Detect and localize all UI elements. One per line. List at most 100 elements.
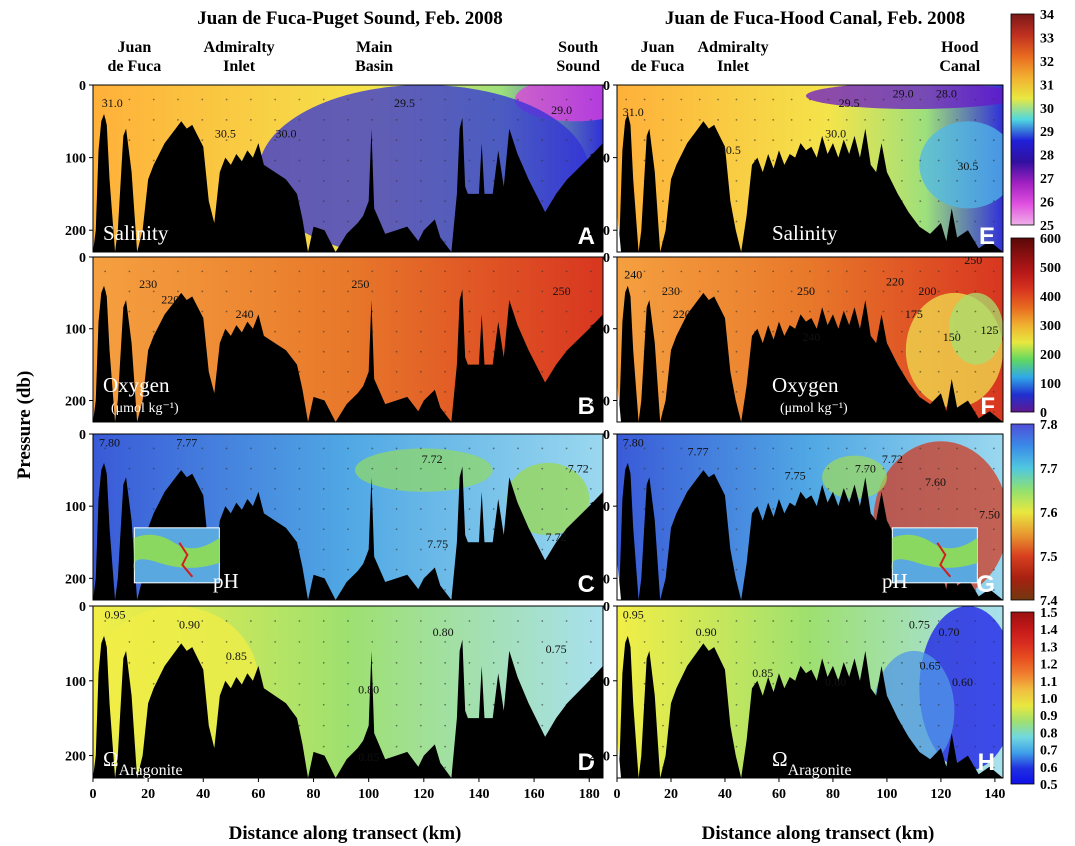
sample-dot	[128, 139, 131, 142]
white-gap	[617, 382, 622, 422]
sample-dot	[419, 548, 422, 551]
sample-dot	[919, 390, 922, 393]
sample-dot	[827, 139, 830, 142]
sample-dot	[225, 640, 228, 643]
bathymetry	[93, 635, 603, 778]
white-gap	[617, 212, 622, 252]
colorbar-tick-label: 0.7	[1040, 744, 1058, 759]
sample-dot	[809, 447, 811, 450]
x-tick-label: 20	[141, 787, 155, 802]
colorbar-ramp	[1010, 237, 1035, 413]
contour-label: 28.0	[936, 86, 957, 100]
y-axis-label: Pressure (db)	[14, 371, 35, 480]
sample-dot	[152, 330, 155, 333]
contour-label: 240	[802, 330, 820, 344]
sample-dot	[901, 487, 903, 490]
sample-dot	[919, 467, 922, 470]
sample-dot	[298, 508, 301, 510]
sample-dot	[698, 118, 701, 121]
sample-dot	[395, 330, 398, 333]
sample-dot	[937, 724, 940, 727]
sample-dot	[717, 118, 719, 121]
sample-dot	[249, 290, 252, 293]
sample-dot	[662, 350, 664, 353]
sample-dot	[541, 703, 544, 706]
x-tick-label: 140	[468, 787, 489, 802]
sample-dot	[517, 139, 519, 142]
colorbar-tick-label: 7.7	[1040, 462, 1058, 477]
sample-dot	[444, 766, 447, 769]
sample-dot	[419, 390, 422, 393]
sample-dot	[992, 640, 995, 643]
sample-dot	[444, 528, 447, 531]
sample-dot	[201, 467, 204, 470]
sample-dot	[937, 661, 940, 664]
sample-dot	[827, 310, 830, 313]
sample-dot	[662, 220, 664, 223]
sample-dot	[128, 290, 131, 293]
contour-label: 7.72	[568, 461, 589, 475]
sample-dot	[735, 220, 738, 223]
sample-dot	[882, 467, 885, 470]
sample-dot	[225, 118, 228, 121]
sample-dot	[809, 661, 811, 664]
sample-dot	[662, 447, 664, 450]
sample-dot	[444, 508, 447, 510]
y-tick-label: 200	[65, 394, 86, 409]
sample-dot	[444, 390, 447, 393]
x-tick-label: 100	[876, 787, 897, 802]
sample-dot	[937, 447, 940, 450]
sample-dot	[128, 118, 131, 121]
y-tick-label: 0	[79, 251, 86, 266]
contour-label: 0.90	[696, 625, 717, 639]
sample-dot	[643, 290, 646, 293]
sample-dot	[735, 98, 738, 101]
sample-dot	[827, 487, 830, 490]
sample-dot	[772, 447, 775, 450]
sample-dot	[517, 640, 519, 643]
sample-dot	[444, 724, 447, 727]
panel-frame	[92, 84, 604, 253]
sample-dot	[662, 310, 664, 313]
y-tick-label: 200	[65, 572, 86, 587]
x-tick-label: 180	[579, 787, 600, 802]
y-tick-label: 0	[603, 251, 610, 266]
sample-dot	[249, 118, 252, 121]
colorbar-tick-label: 0.6	[1040, 761, 1058, 776]
colorbar-tick-label: 200	[1040, 348, 1061, 363]
field-patch	[919, 121, 1003, 209]
sample-dot	[541, 270, 544, 273]
sample-dot	[419, 447, 422, 450]
sample-dot	[589, 98, 592, 101]
sample-dot	[565, 682, 568, 685]
contour-label: 29.0	[551, 103, 572, 117]
sample-dot	[177, 447, 179, 450]
sample-dot	[919, 447, 922, 450]
sample-dot	[919, 330, 922, 333]
sample-dot	[735, 467, 738, 470]
sample-dot	[395, 487, 398, 490]
sample-dot	[468, 528, 471, 531]
sample-dot	[992, 548, 995, 551]
sample-dot	[992, 139, 995, 142]
sample-dot	[790, 310, 793, 313]
sample-dot	[298, 350, 301, 353]
sample-dot	[322, 310, 325, 313]
sample-dot	[347, 118, 349, 121]
sample-dot	[274, 159, 277, 162]
sample-dot	[322, 447, 325, 450]
sample-dot	[662, 139, 664, 142]
sample-dot	[643, 487, 646, 490]
contour-label: 0.80	[825, 675, 846, 689]
sample-dot	[827, 270, 830, 273]
panel-frame	[92, 433, 604, 601]
sample-dot	[735, 640, 738, 643]
sample-dot	[395, 508, 398, 510]
sample-dot	[298, 528, 301, 531]
sample-dot	[322, 350, 325, 353]
sample-dot	[274, 661, 277, 664]
sample-dot	[680, 467, 683, 470]
sample-dot	[565, 118, 568, 121]
sample-dot	[790, 447, 793, 450]
